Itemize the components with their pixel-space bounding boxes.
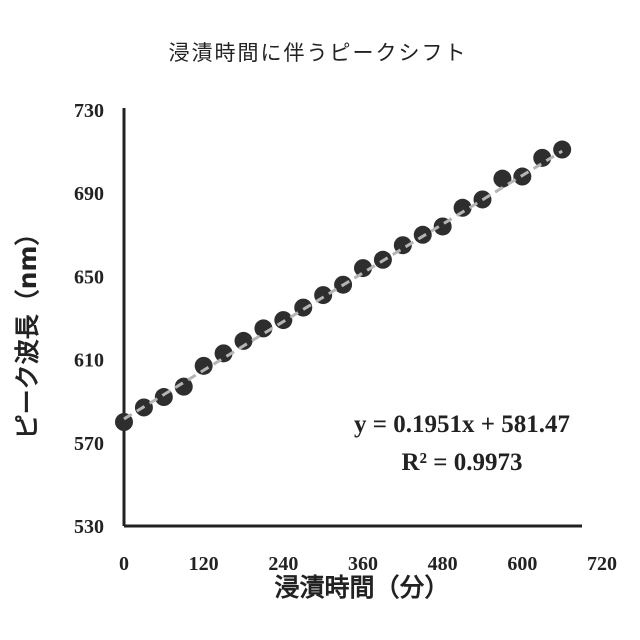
chart-title: 浸漬時間に伴うピークシフト bbox=[169, 41, 468, 65]
x-axis-label: 浸漬時間（分） bbox=[274, 573, 449, 602]
x-tick-label: 120 bbox=[189, 553, 219, 575]
data-point bbox=[553, 141, 571, 159]
y-tick-label: 570 bbox=[74, 433, 104, 455]
trendline-equation: y = 0.1951x + 581.47 bbox=[354, 411, 570, 438]
x-tick-label: 480 bbox=[428, 553, 458, 575]
y-tick-labels: 730 690 650 610 570 530 bbox=[74, 100, 104, 538]
trendline bbox=[124, 151, 562, 419]
data-point bbox=[155, 388, 173, 406]
trendline-layer bbox=[124, 151, 562, 419]
y-tick-label: 690 bbox=[74, 183, 104, 205]
x-tick-label: 600 bbox=[507, 553, 537, 575]
r-squared-label: R² = 0.9973 bbox=[401, 449, 522, 476]
x-tick-label: 360 bbox=[348, 553, 378, 575]
y-axis-label: ピーク波長（nm） bbox=[13, 221, 42, 440]
y-tick-label: 730 bbox=[74, 100, 104, 122]
x-tick-labels: 0 120 240 360 480 600 720 bbox=[119, 553, 617, 575]
y-tick-label: 610 bbox=[74, 350, 104, 372]
data-point bbox=[454, 199, 472, 217]
y-tick-label: 530 bbox=[74, 516, 104, 538]
x-tick-label: 720 bbox=[587, 553, 617, 575]
y-tick-label: 650 bbox=[74, 266, 104, 288]
x-tick-label: 240 bbox=[268, 553, 298, 575]
data-point bbox=[195, 357, 213, 375]
x-tick-label: 0 bbox=[119, 553, 129, 575]
